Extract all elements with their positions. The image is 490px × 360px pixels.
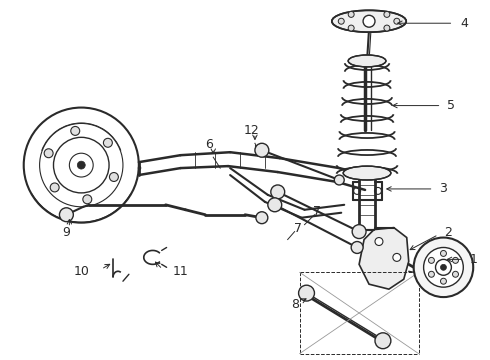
Circle shape [71,126,80,135]
Circle shape [452,271,459,277]
Text: 2: 2 [444,226,452,239]
Circle shape [50,183,59,192]
Circle shape [441,278,446,284]
Ellipse shape [343,166,391,180]
Circle shape [338,18,344,24]
Circle shape [384,12,390,17]
Circle shape [452,257,459,264]
Circle shape [394,18,400,24]
Circle shape [441,251,446,256]
Circle shape [424,247,464,287]
Circle shape [298,285,315,301]
Circle shape [375,333,391,349]
Ellipse shape [332,10,406,32]
Circle shape [334,175,344,185]
Text: 6: 6 [205,138,213,151]
Circle shape [103,138,112,147]
Text: 12: 12 [244,124,260,137]
Text: 7: 7 [294,222,301,235]
Circle shape [348,12,354,17]
Circle shape [441,264,446,270]
Circle shape [428,257,435,264]
Circle shape [109,172,119,181]
Text: 9: 9 [62,226,71,239]
Text: 10: 10 [74,265,89,278]
Circle shape [44,149,53,158]
Circle shape [414,238,473,297]
Text: 8: 8 [292,297,299,311]
Circle shape [352,225,366,239]
Circle shape [255,143,269,157]
Circle shape [428,271,435,277]
Circle shape [375,238,383,246]
Circle shape [351,242,363,253]
Text: 11: 11 [172,265,188,278]
Text: 3: 3 [440,183,447,195]
Circle shape [384,25,390,31]
Ellipse shape [348,55,386,67]
Text: 7: 7 [314,205,321,218]
Circle shape [268,198,282,212]
Circle shape [271,185,285,199]
Text: 5: 5 [447,99,455,112]
Circle shape [256,212,268,224]
Circle shape [83,195,92,204]
Text: 4: 4 [460,17,468,30]
Circle shape [363,15,375,27]
Circle shape [59,208,74,222]
Circle shape [77,161,85,169]
Circle shape [348,25,354,31]
Polygon shape [359,228,409,289]
Text: 1: 1 [469,253,477,266]
Circle shape [393,253,401,261]
